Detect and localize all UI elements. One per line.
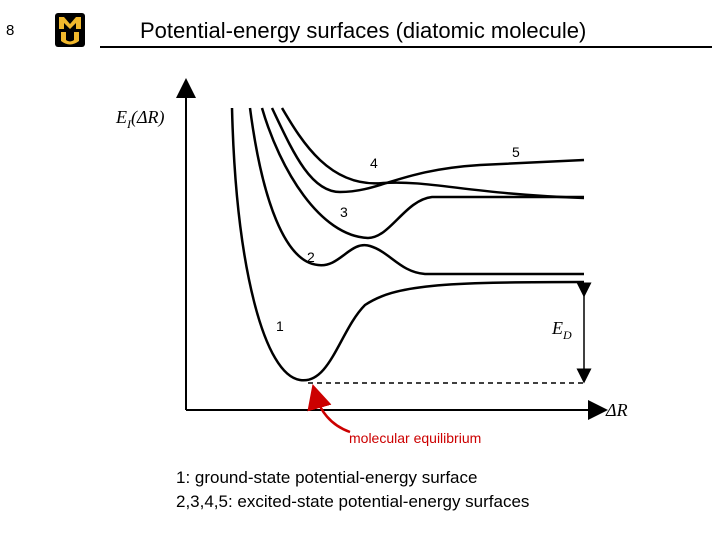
curve-3 [260,107,584,240]
x-axis-label: ΔR [605,400,628,420]
curve-label-2: 2 [307,249,315,265]
title-rule [100,46,712,48]
legend-line-ground-state: 1: ground-state potential-energy surface [176,468,478,487]
y-axis-label: EI(ΔR) [115,107,165,131]
curve-label-3: 3 [340,204,348,220]
slide-title: Potential-energy surfaces (diatomic mole… [140,18,587,43]
slide-number: 8 [6,22,15,39]
mu-logo-icon [55,13,85,47]
curve-2 [248,107,584,276]
legend-line-excited-states: 2,3,4,5: excited-state potential-energy … [176,492,530,511]
equilibrium-arrow [307,383,351,434]
curve-1 [230,107,585,382]
curve-label-4: 4 [370,155,378,171]
curve-label-1: 1 [276,318,284,334]
dissociation-energy-label: ED [551,318,572,342]
legend: 1: ground-state potential-energy surface… [176,466,529,514]
curve-4 [270,107,585,194]
curve-5 [280,107,585,200]
curve-label-5: 5 [512,144,520,160]
equilibrium-annotation: molecular equilibrium [349,430,481,446]
